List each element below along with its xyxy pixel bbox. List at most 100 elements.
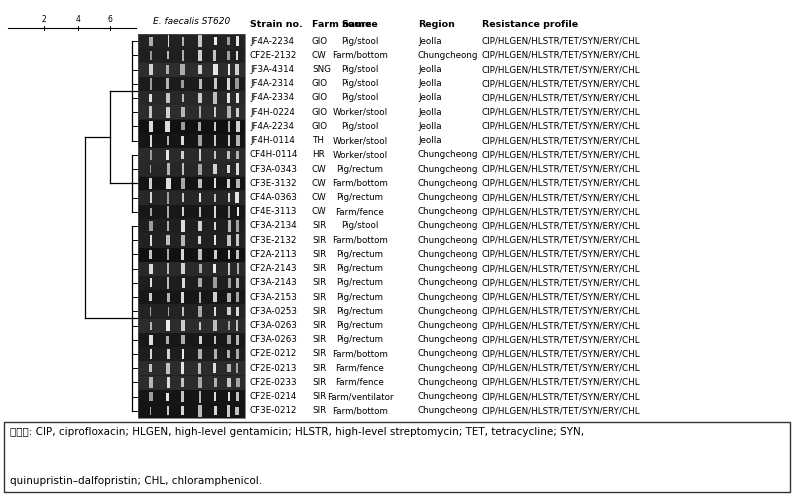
Text: Pig/rectum: Pig/rectum — [337, 307, 384, 316]
Text: Chungcheong: Chungcheong — [418, 51, 479, 60]
Text: Farm/fence: Farm/fence — [336, 364, 384, 372]
Bar — [228, 250, 230, 259]
Bar — [182, 220, 185, 232]
Text: Chungcheong: Chungcheong — [418, 236, 479, 244]
Text: Farm name: Farm name — [312, 20, 372, 29]
Text: JF3A-4314: JF3A-4314 — [250, 65, 294, 74]
Bar — [198, 236, 202, 244]
Text: CIP/HLGEN/HLSTR/TET/SYN/ERY/CHL: CIP/HLGEN/HLSTR/TET/SYN/ERY/CHL — [482, 108, 641, 116]
Text: CF2A-2143: CF2A-2143 — [250, 264, 298, 273]
Text: CIP/HLGEN/HLSTR/TET/SYN/ERY/CHL: CIP/HLGEN/HLSTR/TET/SYN/ERY/CHL — [482, 406, 641, 416]
FancyBboxPatch shape — [4, 422, 790, 492]
Text: Pig/rectum: Pig/rectum — [337, 250, 384, 259]
Bar — [198, 378, 202, 388]
Text: JF4A-2314: JF4A-2314 — [250, 80, 294, 88]
Text: GIO: GIO — [312, 94, 328, 102]
Bar — [182, 36, 184, 46]
Text: CF3E-0212: CF3E-0212 — [250, 406, 298, 416]
Bar — [182, 164, 184, 175]
Bar — [150, 406, 152, 415]
Bar — [168, 221, 169, 231]
Bar — [236, 292, 239, 302]
Text: Jeolla: Jeolla — [418, 65, 441, 74]
Bar — [182, 192, 183, 202]
Bar — [198, 164, 202, 174]
Text: Resistance profile: Resistance profile — [482, 20, 578, 29]
Bar — [138, 290, 245, 304]
Text: CIP/HLGEN/HLSTR/TET/SYN/ERY/CHL: CIP/HLGEN/HLSTR/TET/SYN/ERY/CHL — [482, 307, 641, 316]
Bar — [198, 66, 202, 74]
Bar — [138, 106, 245, 120]
Text: CW: CW — [312, 193, 327, 202]
Bar — [167, 277, 169, 288]
Text: Chungcheong: Chungcheong — [418, 321, 479, 330]
Bar — [198, 405, 202, 416]
Bar — [149, 36, 153, 46]
Text: Jeolla: Jeolla — [418, 136, 441, 145]
Text: Worker/stool: Worker/stool — [333, 136, 387, 145]
Bar — [237, 208, 239, 216]
Bar — [236, 121, 240, 132]
Text: Pig/rectum: Pig/rectum — [337, 321, 384, 330]
Bar — [214, 378, 217, 387]
Text: quinupristin–dalfopristin; CHL, chloramphenicol.: quinupristin–dalfopristin; CHL, chloramp… — [10, 476, 262, 486]
Bar — [213, 92, 217, 104]
Bar — [138, 91, 245, 105]
Bar — [236, 348, 238, 360]
Text: CIP/HLGEN/HLSTR/TET/SYN/ERY/CHL: CIP/HLGEN/HLSTR/TET/SYN/ERY/CHL — [482, 80, 641, 88]
Text: CIP/HLGEN/HLSTR/TET/SYN/ERY/CHL: CIP/HLGEN/HLSTR/TET/SYN/ERY/CHL — [482, 136, 641, 145]
Text: JF4A-2334: JF4A-2334 — [250, 94, 294, 102]
Bar — [182, 278, 185, 288]
Text: CF3A-0263: CF3A-0263 — [250, 336, 298, 344]
Text: 6: 6 — [108, 15, 113, 24]
Bar — [228, 278, 231, 288]
Text: CIP/HLGEN/HLSTR/TET/SYN/ERY/CHL: CIP/HLGEN/HLSTR/TET/SYN/ERY/CHL — [482, 179, 641, 188]
Text: JF4A-2234: JF4A-2234 — [250, 36, 294, 46]
Text: Jeolla: Jeolla — [418, 36, 441, 46]
Bar — [227, 235, 231, 246]
Bar — [149, 307, 152, 316]
Bar — [214, 236, 216, 245]
Bar — [198, 78, 202, 89]
Bar — [228, 136, 230, 146]
Text: GIO: GIO — [312, 36, 328, 46]
Text: SIR: SIR — [312, 406, 326, 416]
Bar — [227, 378, 231, 386]
Bar — [138, 347, 245, 361]
Text: CIP/HLGEN/HLSTR/TET/SYN/ERY/CHL: CIP/HLGEN/HLSTR/TET/SYN/ERY/CHL — [482, 222, 641, 230]
Bar — [199, 336, 202, 344]
Bar — [198, 362, 201, 374]
Text: Farm/bottom: Farm/bottom — [332, 236, 388, 244]
Text: Pig/rectum: Pig/rectum — [337, 193, 384, 202]
Bar — [138, 148, 245, 162]
Bar — [227, 106, 231, 118]
Text: Farm/fence: Farm/fence — [336, 378, 384, 387]
Text: Pig/stool: Pig/stool — [341, 36, 379, 46]
Text: CF3A-0343: CF3A-0343 — [250, 164, 298, 173]
Bar — [236, 151, 239, 159]
Bar — [168, 136, 169, 145]
Bar — [181, 122, 185, 130]
Text: Chungcheong: Chungcheong — [418, 179, 479, 188]
Bar — [148, 178, 152, 189]
Bar — [138, 318, 245, 332]
Bar — [214, 264, 216, 274]
Bar — [228, 206, 229, 218]
Text: SIR: SIR — [312, 392, 326, 401]
Bar — [198, 35, 202, 47]
Bar — [236, 307, 239, 316]
Text: CIP/HLGEN/HLSTR/TET/SYN/ERY/CHL: CIP/HLGEN/HLSTR/TET/SYN/ERY/CHL — [482, 250, 641, 259]
Bar — [236, 278, 239, 288]
Text: CF3A-0263: CF3A-0263 — [250, 321, 298, 330]
Text: Farm/bottom: Farm/bottom — [332, 406, 388, 416]
Bar — [138, 62, 245, 76]
Bar — [148, 264, 152, 274]
Text: CF3A-0253: CF3A-0253 — [250, 307, 298, 316]
Text: CIP/HLGEN/HLSTR/TET/SYN/ERY/CHL: CIP/HLGEN/HLSTR/TET/SYN/ERY/CHL — [482, 392, 641, 401]
Bar — [150, 150, 152, 160]
Text: SIR: SIR — [312, 321, 326, 330]
Bar — [228, 192, 230, 202]
Bar — [181, 178, 184, 189]
Bar — [236, 179, 240, 188]
Text: SIR: SIR — [312, 378, 326, 387]
